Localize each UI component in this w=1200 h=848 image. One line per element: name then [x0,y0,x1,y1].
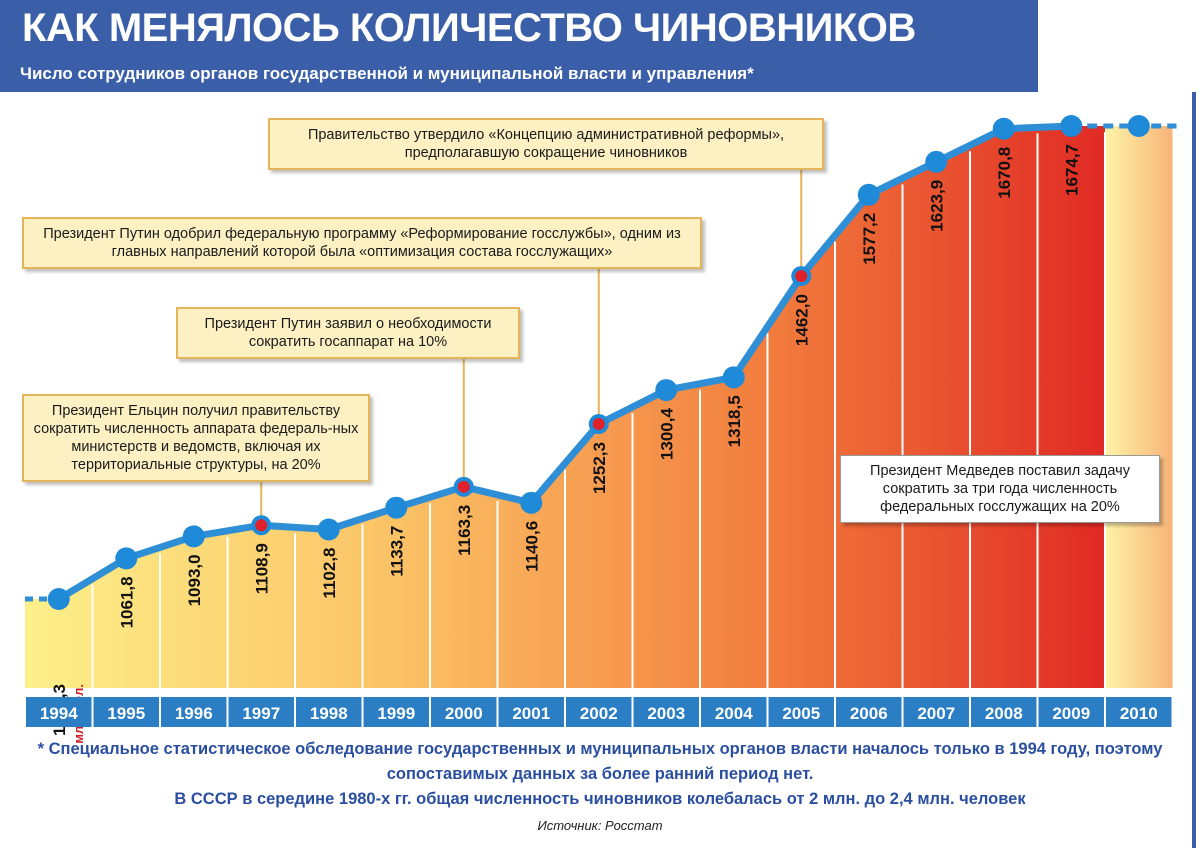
area-column-2007 [902,145,970,689]
year-cell-2001 [498,697,564,727]
value-label-2002: 1252,3 [590,442,609,494]
area-column-2000 [430,486,498,688]
footnote: * Специальное статистическое обследовани… [30,737,1170,812]
data-marker-2009 [1060,115,1083,137]
highlight-marker-2005 [795,270,808,283]
area-column-2005 [767,235,835,688]
year-cell-1994 [26,697,92,727]
year-cell-2004 [701,697,767,727]
data-marker-1996 [182,525,205,548]
data-marker-2006 [857,183,880,206]
data-marker-2008 [992,117,1015,140]
value-label-2004: 1318,5 [725,395,744,447]
area-column-1995 [92,547,160,688]
area-column-2006 [835,178,903,688]
footnote-line-1: * Специальное статистическое обследовани… [37,740,1163,783]
value-label-2009: 1674,7 [1062,144,1081,196]
footnote-line-2: В СССР в середине 1980-х гг. общая числе… [174,790,1026,808]
area-column-2004 [700,326,768,688]
value-label-2000: 1163,3 [455,505,474,556]
callout-yeltsin: Президент Ельцин получил правительству с… [22,394,370,482]
value-label-2007: 1623,9 [927,180,946,232]
value-label-1995: 1061,8 [117,576,136,628]
data-marker-2001 [520,491,543,514]
data-marker-2010 [1127,115,1150,137]
x-tick-label-1996: 1996 [175,704,213,723]
value-label-1996: 1093,0 [185,554,204,606]
x-tick-label-1995: 1995 [107,704,145,723]
year-cell-1997 [228,697,294,727]
highlight-marker-1997 [255,519,268,532]
data-marker-1994 [47,588,70,610]
year-cell-2009 [1038,697,1104,727]
x-tick-label-1997: 1997 [242,704,280,723]
x-tick-label-2000: 2000 [445,704,483,723]
area-column-1997 [227,525,295,688]
value-label-1997: 1108,9 [252,543,271,594]
x-tick-label-2007: 2007 [917,704,955,723]
x-tick-label-2004: 2004 [715,704,753,723]
value-label-2006: 1577,2 [860,213,879,265]
series-line [56,122,1072,602]
data-marker-2003 [655,379,678,402]
header-banner [0,0,1038,92]
chart-subtitle: Число сотрудников органов государственно… [20,64,754,83]
callout-medvedev: Президент Медведев поставил задачу сокра… [840,455,1160,523]
area-column-2008 [970,127,1038,688]
area-column-1996 [160,530,228,688]
year-cell-2006 [836,697,902,727]
data-marker-1995 [115,547,138,570]
value-label-2001: 1140,6 [522,521,541,572]
highlight-marker-2000 [457,480,470,493]
area-column-2001 [497,463,565,688]
value-label-2003: 1300,4 [657,408,676,461]
x-tick-label-1998: 1998 [310,704,348,723]
year-cell-1999 [363,697,429,727]
area-column-1999 [362,497,430,688]
x-tick-label-1994: 1994 [40,704,78,723]
year-cell-2000 [431,697,497,727]
area-column-1994 [25,578,93,688]
data-marker-2007 [925,150,948,173]
year-cell-2007 [903,697,969,727]
area-column-2009 [1037,126,1105,688]
source-note: Источник: Росстат [537,818,663,833]
x-tick-label-2009: 2009 [1052,704,1090,723]
year-cell-2002 [566,697,632,727]
data-marker-1998 [317,518,340,541]
x-tick-label-2008: 2008 [985,704,1023,723]
chart-title: КАК МЕНЯЛОСЬ КОЛИЧЕСТВО ЧИНОВНИКОВ [22,6,916,50]
year-cell-2005 [768,697,834,727]
x-tick-label-2002: 2002 [580,704,618,723]
year-cell-1995 [93,697,159,727]
callout-putin-2000: Президент Путин заявил о необходимости с… [176,307,520,359]
area-column-2002 [565,407,633,688]
year-cell-1998 [296,697,362,727]
value-label-2005: 1462,0 [792,294,811,346]
x-tick-label-2003: 2003 [647,704,685,723]
year-cell-2010 [1106,697,1172,727]
year-cell-2008 [971,697,1037,727]
data-marker-2004 [722,366,745,389]
highlight-marker-2002 [592,418,605,431]
value-label-1998: 1102,8 [320,548,339,599]
value-label-2008: 1670,8 [995,147,1014,199]
year-cell-2003 [633,697,699,727]
x-tick-label-2010: 2010 [1120,704,1158,723]
year-cell-1996 [161,697,227,727]
area-column-1998 [295,518,363,688]
header-corner [1038,0,1200,92]
area-column-2003 [632,383,700,688]
x-tick-label-1999: 1999 [377,704,415,723]
value-label-1999: 1133,7 [387,526,406,577]
area-column-2010 [1105,126,1173,688]
callout-government-2005: Правительство утвердило «Концепцию админ… [268,118,824,170]
x-tick-label-2001: 2001 [512,704,550,723]
x-tick-label-2005: 2005 [782,704,820,723]
data-marker-1999 [385,496,408,519]
callout-putin-2002: Президент Путин одобрил федеральную прог… [22,217,702,269]
x-tick-label-2006: 2006 [850,704,888,723]
